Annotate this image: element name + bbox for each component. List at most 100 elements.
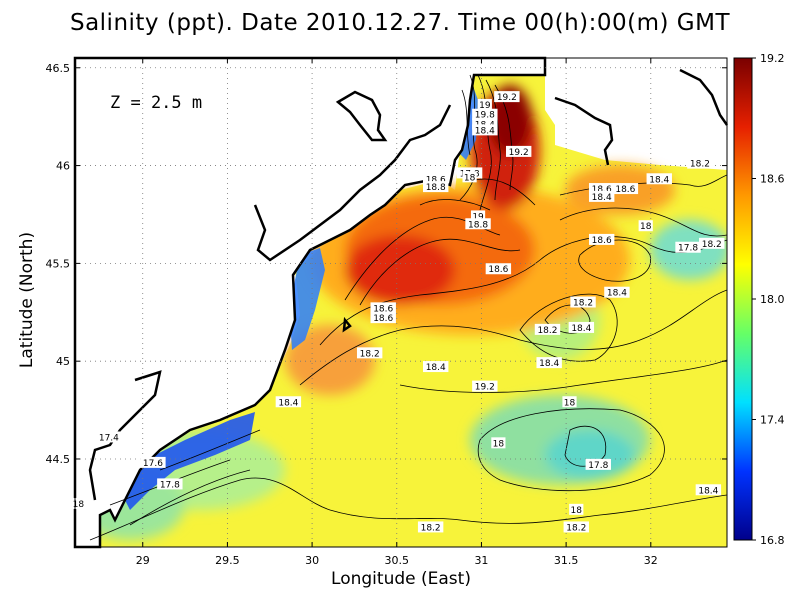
contour-label-bg — [505, 145, 532, 157]
contour-label: 17.6 — [143, 459, 163, 469]
contour-label-bg — [675, 241, 701, 253]
contour-label-bg — [534, 323, 561, 335]
contour-label: 18.6 — [373, 304, 393, 314]
x-tick-label: 30.5 — [385, 554, 410, 567]
depth-annotation: Z = 2.5 m — [110, 93, 202, 113]
y-tick-label: 46 — [56, 160, 70, 173]
contour-label: 18.4 — [539, 359, 559, 369]
contour-label: 18.2 — [421, 523, 441, 533]
contour-label-bg — [423, 181, 449, 193]
contour-label-bg — [588, 183, 615, 195]
contour-label: 18.2 — [537, 326, 557, 336]
contour-label: 18.4 — [592, 193, 612, 203]
coastline-inland-west — [88, 370, 162, 501]
contour-label: 18.6 — [592, 185, 612, 195]
coastline-east-upper — [554, 96, 614, 166]
colorbar-tick-label: 18.0 — [760, 293, 785, 306]
contour-label: 19 — [472, 212, 484, 222]
contour-line — [564, 425, 607, 467]
contour-labels: 19.21919.818.418.419.217.81818.618.81918… — [71, 91, 725, 533]
contour-label-bg — [570, 296, 596, 308]
contour-label-bg — [477, 98, 492, 110]
contour-label-bg — [71, 497, 86, 509]
contour-line — [299, 289, 727, 386]
coastal-lowsalinity-northwest — [290, 248, 325, 350]
x-tick-label: 29.5 — [215, 554, 240, 567]
y-tick-label: 44.5 — [46, 453, 71, 466]
contour-line — [359, 238, 521, 306]
contour-label-bg — [370, 302, 396, 314]
plume-orange-southwest — [285, 325, 375, 395]
contour-line — [474, 178, 536, 206]
contour-label: 18.2 — [690, 160, 710, 170]
contour-label-bg — [638, 220, 653, 232]
contour-label: 18.8 — [468, 220, 488, 230]
contour-label: 19.8 — [475, 111, 495, 121]
contour-label: 17.8 — [678, 244, 698, 254]
x-axis-label: Longitude (East) — [331, 569, 471, 589]
contour-label-bg — [585, 458, 611, 470]
contour-label: 18.2 — [702, 240, 722, 250]
contour-label-bg — [470, 210, 486, 222]
contour-line — [159, 429, 261, 471]
x-tick-label: 31 — [474, 554, 488, 567]
contour-label-bg — [417, 521, 444, 533]
contour-line — [89, 477, 727, 541]
colorbar-tick-label: 16.8 — [760, 534, 785, 547]
y-tick-label: 45 — [56, 355, 70, 368]
coastline-east-right — [679, 68, 729, 126]
contour-label: 18.6 — [488, 265, 508, 275]
coastline-inlet — [342, 316, 352, 333]
contour-label-bg — [423, 173, 449, 185]
contour-label: 18.4 — [278, 398, 298, 408]
contour-label: 18 — [571, 506, 583, 516]
contour-label-bg — [588, 233, 615, 245]
contour-line — [485, 79, 501, 201]
contour-line — [461, 89, 471, 156]
contour-label: 18.4 — [475, 126, 495, 136]
plume-red-west — [345, 235, 455, 305]
contour-label: 18.4 — [607, 289, 627, 299]
contour-label: 18.6 — [615, 185, 635, 195]
contour-label: 18 — [73, 500, 85, 510]
contour-label-bg — [536, 357, 562, 369]
contour-label: 19.2 — [475, 383, 495, 393]
contour-label-bg — [612, 183, 639, 195]
contour-label: 18.6 — [426, 175, 446, 185]
contour-label: 17.4 — [99, 433, 119, 443]
contour-label: 19.2 — [497, 93, 517, 103]
contour-label-bg — [472, 118, 498, 130]
contour-label: 18.2 — [360, 349, 380, 359]
contour-label: 18 — [564, 398, 576, 408]
colorbar-tick-label: 17.4 — [760, 414, 785, 427]
contour-label: 18 — [640, 222, 652, 232]
contour-label-bg — [568, 321, 595, 333]
contour-label: 18.6 — [373, 314, 393, 324]
contour-line — [419, 199, 491, 211]
contour-line — [459, 74, 478, 201]
coastline-inland-north — [253, 104, 452, 262]
contour-line — [544, 304, 591, 334]
contour-label: 18 — [464, 173, 476, 183]
contour-label-bg — [562, 396, 577, 408]
plot-frame — [74, 57, 728, 548]
low-salinity-core-south — [545, 430, 635, 480]
colorbar-tick-label: 18.6 — [760, 173, 785, 186]
contour-label-bg — [472, 124, 498, 136]
coastline-island-north — [335, 90, 388, 142]
contour-line — [477, 408, 665, 492]
contour-label-bg — [699, 237, 725, 249]
contour-label: 18.4 — [649, 175, 669, 185]
contour-lines — [89, 74, 727, 541]
contour-line — [477, 74, 492, 211]
contour-label-bg — [494, 91, 520, 103]
colorbar-ticks: 16.8 17.4 18.0 18.6 19.2 — [752, 52, 785, 547]
contour-label-bg — [646, 173, 672, 185]
contour-label-bg — [472, 380, 498, 392]
contour-label: 18.4 — [698, 486, 718, 496]
contour-label: 18.2 — [566, 523, 586, 533]
contour-label: 19 — [479, 101, 491, 111]
contour-label: 18.4 — [426, 363, 446, 373]
contour-line — [519, 293, 618, 362]
